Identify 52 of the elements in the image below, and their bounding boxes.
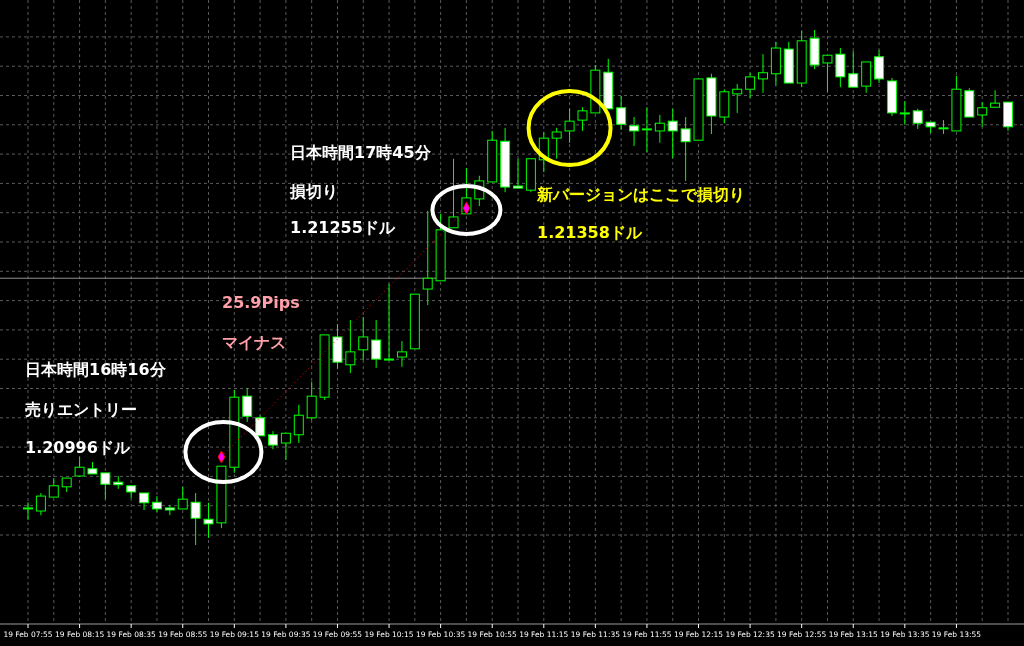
candlestick — [203, 502, 214, 539]
candlestick — [745, 72, 756, 99]
candlestick — [396, 340, 407, 368]
candlestick — [990, 89, 1001, 108]
candlestick — [242, 387, 253, 423]
candlestick — [151, 495, 162, 513]
annotation: 1.20996ドル — [25, 437, 131, 457]
candlestick — [977, 101, 988, 128]
candlestick — [293, 404, 304, 444]
candlestick — [874, 49, 885, 84]
annotation: 損切り — [289, 181, 338, 201]
candlestick — [384, 283, 395, 361]
candlestick — [23, 501, 33, 521]
candlestick — [641, 106, 652, 153]
candlestick — [177, 486, 188, 510]
candlestick — [732, 83, 743, 114]
candlestick — [422, 210, 433, 306]
candlestick — [448, 158, 459, 229]
candlestick — [912, 108, 923, 130]
candlestick — [345, 319, 356, 374]
annotation: 日本時間16時16分 — [25, 359, 167, 379]
candlestick — [255, 414, 266, 437]
candlestick — [35, 492, 46, 516]
candlestick — [564, 108, 575, 144]
annotation: 日本時間17時45分 — [290, 142, 432, 162]
candlestick — [190, 492, 201, 546]
annotation: 1.21358ドル — [537, 222, 643, 242]
candlestick — [667, 108, 678, 159]
candlestick — [654, 114, 665, 144]
candlestick — [577, 106, 588, 132]
candlestick — [268, 430, 278, 450]
annotation: 1.21255ドル — [290, 217, 396, 237]
candlestick — [306, 381, 317, 421]
candlestick — [48, 477, 59, 498]
annotation: マイナス — [222, 332, 286, 352]
candlestick — [822, 54, 833, 93]
candlestick — [835, 47, 846, 88]
candlestick — [758, 53, 768, 94]
candlestick — [848, 50, 859, 88]
candlestick — [899, 100, 910, 126]
candlestick — [680, 116, 691, 182]
annotation: 25.9Pips — [222, 292, 300, 312]
annotation: 新バージョンはここで損切り — [536, 184, 745, 204]
candlestick — [371, 319, 382, 369]
annotation: 売りエントリー — [25, 399, 137, 419]
candlestick — [551, 127, 562, 160]
candlestick — [616, 95, 627, 131]
candlestick — [513, 158, 523, 189]
candlestick — [629, 116, 640, 147]
candlestick — [280, 432, 291, 461]
candlestick — [358, 316, 369, 361]
candlestick — [100, 472, 111, 500]
